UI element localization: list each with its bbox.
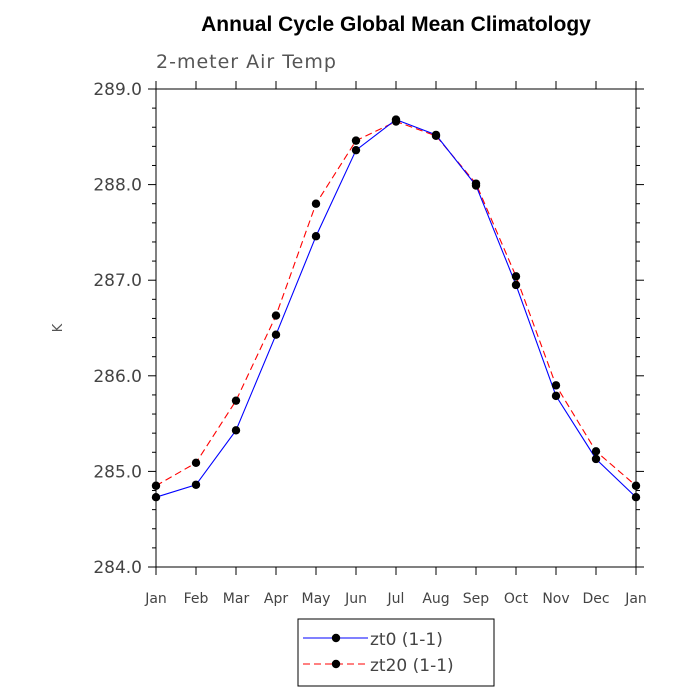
data-point-s1 <box>471 179 481 188</box>
legend-label-0: zt0 (1-1) <box>370 630 443 650</box>
data-point-s0 <box>271 330 281 339</box>
y-axis-label: K <box>51 323 66 332</box>
data-point-s1 <box>591 447 601 456</box>
y-tick-label: 289.0 <box>93 80 142 100</box>
y-tick-label: 285.0 <box>93 462 142 482</box>
x-tick-label: Jul <box>387 591 405 607</box>
x-tick-label: Sep <box>463 591 490 607</box>
y-tick-label: 286.0 <box>93 367 142 387</box>
y-tick-label: 288.0 <box>93 176 142 196</box>
data-point-s1 <box>511 272 521 281</box>
x-tick-label: Feb <box>184 591 209 607</box>
data-point-s1 <box>311 199 321 208</box>
x-tick-label: Jan <box>144 591 167 607</box>
data-point-s1 <box>351 136 361 145</box>
data-point-s0 <box>591 454 601 464</box>
data-point-s0 <box>551 391 561 401</box>
series-line-1 <box>155 120 637 487</box>
x-tick-label: Dec <box>582 591 609 607</box>
legend-box <box>297 618 495 687</box>
chart-subtitle: 2-meter Air Temp <box>156 51 337 73</box>
y-tick-label: 284.0 <box>93 558 142 578</box>
x-tick-label: Aug <box>422 591 449 607</box>
y-tick-label: 287.0 <box>93 271 142 291</box>
axis-ticks: 284.0 285.0 286.0 287.0 288.0 289.0 Jan Feb Mar A… <box>93 80 646 607</box>
legend-marker-0 <box>331 633 341 643</box>
data-point-s0 <box>231 426 241 435</box>
series-layer <box>151 115 641 502</box>
plot-frame <box>155 88 637 568</box>
chart-title: Annual Cycle Global Mean Climatology <box>201 13 591 36</box>
data-point-s0 <box>511 280 521 290</box>
x-tick-label: Jan <box>624 591 647 607</box>
legend-marker-1 <box>331 659 341 669</box>
x-tick-label: Oct <box>504 591 529 607</box>
legend: zt0 (1-1) zt20 (1-1) <box>297 618 495 687</box>
x-tick-label: Apr <box>264 591 288 607</box>
data-point-s0 <box>191 480 201 489</box>
x-tick-label: Nov <box>542 591 569 607</box>
data-point-s1 <box>391 117 401 126</box>
x-tick-label: Mar <box>223 591 250 607</box>
x-tick-label: Jun <box>344 591 367 607</box>
data-point-s0 <box>351 145 361 155</box>
data-point-s1 <box>431 131 441 141</box>
x-tick-label: May <box>302 591 331 607</box>
legend-label-1: zt20 (1-1) <box>370 656 454 676</box>
data-point-s0 <box>311 232 321 241</box>
data-point-s1 <box>231 396 241 405</box>
data-point-s1 <box>271 311 281 320</box>
data-point-s1 <box>191 458 201 467</box>
series-line-0 <box>155 118 637 498</box>
data-point-s1 <box>551 381 561 390</box>
